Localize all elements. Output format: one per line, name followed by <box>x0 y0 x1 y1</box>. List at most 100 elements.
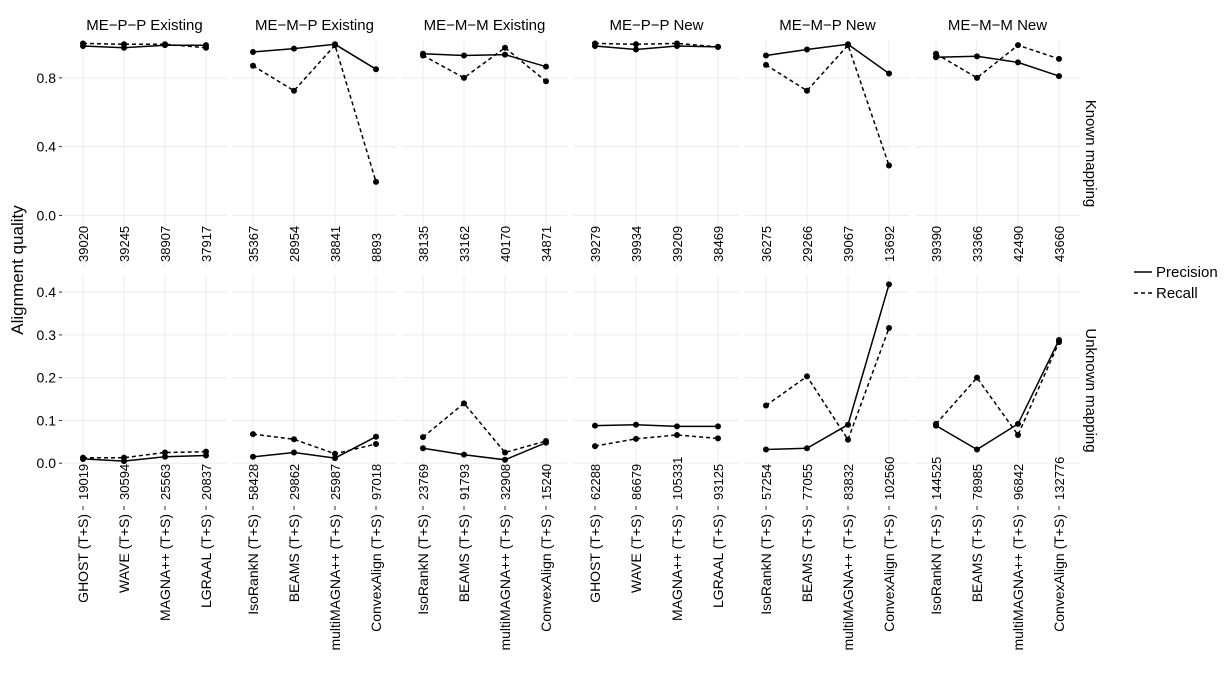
precision-point <box>1015 59 1021 66</box>
recall-point <box>203 44 209 51</box>
count-label: 38907 <box>158 226 173 262</box>
panel: 35367 28954 38841 8893 <box>232 40 397 267</box>
x-tick-label: LGRAAL (T+S) <box>710 514 726 608</box>
precision-line <box>422 53 547 68</box>
precision-point <box>373 433 379 440</box>
precision-point <box>763 52 769 59</box>
count-label: 102560 <box>882 457 897 500</box>
count-label: 38135 <box>416 226 431 262</box>
count-label: 42490 <box>1011 226 1026 262</box>
panel: 39390 33366 42490 43660 <box>915 40 1080 267</box>
x-tick-label: IsoRankN (T+S) <box>928 514 944 615</box>
panel-background <box>62 275 227 506</box>
x-tick-label: BEAMS (T+S) <box>456 514 472 602</box>
precision-point <box>592 422 598 429</box>
recall-point <box>592 443 598 450</box>
recall-line <box>935 44 1060 79</box>
panel: 144525 78985 96842 132776 IsoRankN (T+S) BEAM… <box>915 275 1080 651</box>
recall-point <box>461 400 467 407</box>
y-tick-label: 0.4 <box>37 139 57 155</box>
precision-point <box>974 446 980 453</box>
panel: 58428 29862 25987 97018 IsoRankN (T+S) BEAMS … <box>232 275 397 651</box>
precision-line <box>594 45 719 51</box>
count-label: 39390 <box>929 226 944 262</box>
recall-line <box>935 341 1060 437</box>
precision-point <box>974 53 980 60</box>
recall-line <box>252 43 377 183</box>
recall-point <box>332 42 338 49</box>
recall-point <box>804 87 810 94</box>
recall-point <box>162 41 168 48</box>
recall-point <box>332 450 338 457</box>
recall-point <box>592 40 598 47</box>
x-tick-label: BEAMS (T+S) <box>799 514 815 602</box>
precision-point <box>1015 420 1021 427</box>
precision-point <box>502 51 508 58</box>
recall-point <box>674 40 680 47</box>
recall-line <box>422 46 547 82</box>
recall-point <box>1015 431 1021 438</box>
legend-label: Recall <box>1156 285 1198 302</box>
precision-line <box>594 423 718 428</box>
precision-line <box>765 43 890 75</box>
recall-point <box>291 87 297 94</box>
count-label: 58428 <box>246 464 261 500</box>
x-tick-label: WAVE (T+S) <box>116 514 132 593</box>
count-label: 33162 <box>457 226 472 262</box>
count-label: 39067 <box>841 226 856 262</box>
precision-point <box>373 66 379 73</box>
precision-point <box>804 445 810 452</box>
y-tick-label: 0.3 <box>37 327 57 343</box>
y-tick-label: 0.1 <box>37 412 57 428</box>
count-label: 32908 <box>498 464 513 500</box>
x-tick-label: MAGNA++ (T+S) <box>669 514 685 621</box>
legend-label: Precision <box>1156 264 1218 281</box>
recall-point <box>250 431 256 438</box>
precision-point <box>804 46 810 53</box>
recall-point <box>420 52 426 59</box>
recall-point <box>933 50 939 57</box>
panel-background <box>574 275 739 506</box>
count-label: 39020 <box>76 226 91 262</box>
recall-point <box>715 435 721 442</box>
recall-point <box>420 434 426 441</box>
panel: 39279 39934 39209 38469 <box>574 40 739 267</box>
recall-point <box>1056 339 1062 346</box>
count-label: 35367 <box>246 226 261 262</box>
x-tick-label: IsoRankN (T+S) <box>758 514 774 615</box>
recall-point <box>845 436 851 443</box>
precision-point <box>250 453 256 460</box>
count-label: 29266 <box>800 226 815 262</box>
recall-point <box>763 402 769 409</box>
precision-point <box>461 451 467 458</box>
recall-point <box>974 374 980 381</box>
x-tick-label: ConvexAlign (T+S) <box>538 514 554 632</box>
panel: 57254 77055 83832 102560 IsoRankN (T+S) BEAMS… <box>745 275 910 651</box>
x-tick-label: multiMAGNA++ (T+S) <box>1010 514 1026 651</box>
precision-point <box>332 455 338 462</box>
precision-point <box>502 456 508 463</box>
count-label: 36275 <box>759 226 774 262</box>
count-label: 15240 <box>539 464 554 500</box>
panel-background <box>745 275 910 506</box>
panels: ME−P−P Existing ME−M−P Existing ME−M−M Exi… <box>37 17 1099 651</box>
recall-point <box>715 43 721 50</box>
precision-point <box>543 63 549 70</box>
x-tick-label: ConvexAlign (T+S) <box>1051 514 1067 632</box>
panel: 38135 33162 40170 34871 <box>402 40 567 267</box>
count-label: 30594 <box>117 464 132 500</box>
recall-point <box>80 454 86 461</box>
count-label: 38841 <box>328 226 343 262</box>
recall-point <box>674 431 680 438</box>
count-label: 43660 <box>1052 226 1067 262</box>
y-tick-label: 0.0 <box>37 207 57 223</box>
precision-point <box>420 445 426 452</box>
count-label: 28954 <box>287 226 302 262</box>
recall-point <box>1056 55 1062 62</box>
y-tick-label: 0.0 <box>37 455 57 471</box>
precision-point <box>291 45 297 52</box>
count-label: 13692 <box>882 226 897 262</box>
x-tick-label: MAGNA++ (T+S) <box>157 514 173 621</box>
count-label: 83832 <box>841 464 856 500</box>
